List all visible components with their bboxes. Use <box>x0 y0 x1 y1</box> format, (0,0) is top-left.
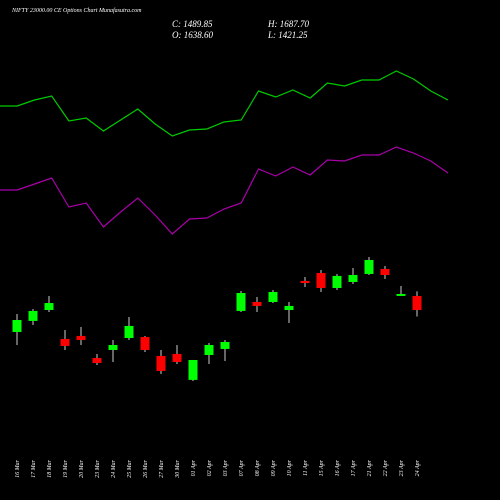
overlay-line <box>0 146 449 235</box>
candle-body <box>172 353 182 362</box>
candle-body <box>252 301 262 306</box>
x-tick-label: 02 Apr <box>207 459 213 476</box>
candle-body <box>412 295 422 311</box>
x-tick-label: 25 Mar <box>127 459 133 477</box>
x-tick-label: 21 Apr <box>367 459 373 476</box>
candle-body <box>348 275 358 282</box>
x-tick-label: 10 Apr <box>287 459 293 476</box>
x-tick-label: 20 Mar <box>79 459 85 477</box>
x-tick-label: 08 Apr <box>255 459 261 476</box>
candle-body <box>108 345 118 350</box>
chart-title: NIFTY 23000.00 CE Options Chart Munafasu… <box>11 7 142 14</box>
candle-body <box>204 345 214 355</box>
x-tick-label: 18 Mar <box>47 459 53 477</box>
x-tick-label: 27 Mar <box>159 459 165 477</box>
x-tick-label: 03 Apr <box>223 459 229 476</box>
x-tick-label: 19 Mar <box>63 459 69 477</box>
candle-body <box>92 358 102 364</box>
x-tick-label: 22 Apr <box>383 459 389 476</box>
candle-body <box>300 280 310 284</box>
candle-body <box>380 268 390 275</box>
overlay-line <box>0 70 449 137</box>
x-tick-label: 07 Apr <box>239 459 245 476</box>
x-tick-label: 26 Mar <box>143 459 149 477</box>
candle-body <box>316 273 326 289</box>
candle-body <box>76 335 86 340</box>
candle-body <box>156 355 166 371</box>
x-tick-label: 24 Apr <box>414 459 421 476</box>
x-tick-label: 17 Mar <box>31 459 37 477</box>
summary-label: C: 1489.85 <box>172 19 213 29</box>
x-tick-label: 15 Apr <box>319 459 325 476</box>
x-tick-label: 09 Apr <box>271 459 277 476</box>
candle-body <box>44 303 54 310</box>
x-tick-label: 11 Apr <box>303 459 309 476</box>
candle-body <box>140 336 150 350</box>
candle-body <box>28 310 38 321</box>
candle-body <box>60 338 70 346</box>
candle-body <box>284 305 294 310</box>
candle-body <box>12 320 22 332</box>
candle-body <box>188 360 198 380</box>
candle-body <box>124 325 134 339</box>
x-tick-label: 16 Mar <box>15 459 21 477</box>
x-tick-label: 24 Mar <box>110 459 117 477</box>
summary-label: H: 1687.70 <box>267 19 309 29</box>
candle-body <box>396 293 406 296</box>
candle-body <box>220 341 230 349</box>
x-tick-label: 17 Apr <box>351 459 357 476</box>
x-tick-label: 23 Mar <box>95 459 101 477</box>
summary-label: L: 1421.25 <box>267 30 308 40</box>
summary-label: O: 1638.60 <box>172 30 213 40</box>
candle-body <box>364 260 374 274</box>
x-tick-label: 30 Mar <box>175 459 181 478</box>
x-tick-label: 01 Apr <box>191 459 197 476</box>
candle-body <box>332 275 342 289</box>
x-tick-label: 16 Apr <box>335 459 341 476</box>
candle-body <box>268 291 278 302</box>
candle-body <box>236 293 246 311</box>
x-tick-label: 23 Apr <box>399 459 405 476</box>
